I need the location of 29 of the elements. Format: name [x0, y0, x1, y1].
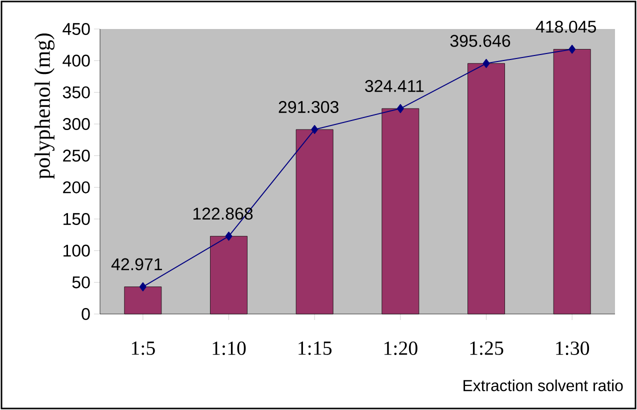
y-tick-label: 100: [64, 244, 90, 257]
point: [396, 104, 404, 114]
point: [482, 58, 490, 68]
y-tick-label: 400: [62, 54, 90, 67]
data-label: 324.411: [365, 80, 424, 92]
x-tick-label: 1:25: [470, 342, 504, 355]
y-tick-label: 200: [63, 181, 90, 194]
y-tick-label: 0: [82, 308, 90, 320]
y-tick-label: 150: [64, 213, 90, 226]
point: [311, 125, 318, 134]
y-tick-label: 350: [62, 86, 90, 98]
y-tick-label: 450: [62, 23, 90, 36]
data-label: 291.303: [278, 100, 338, 113]
point: [225, 232, 232, 241]
x-axis-title: Extraction solvent ratio: [464, 380, 623, 392]
x-tick-label: 1:15: [298, 342, 332, 355]
data-label: 42.971: [111, 258, 162, 270]
y-tick-label: 300: [62, 118, 90, 130]
x-tick-label: 1:30: [556, 342, 590, 356]
point: [139, 282, 146, 292]
x-tick-label: 1:10: [212, 342, 246, 356]
x-tick-label: 1:5: [132, 342, 155, 355]
y-tick-label: 50: [72, 276, 90, 288]
point: [568, 44, 576, 54]
y-axis-title: polyphenol (mg): [34, 33, 54, 179]
data-label: 395.646: [450, 34, 510, 47]
data-label: 418.045: [536, 20, 596, 33]
y-tick-label: 250: [63, 150, 90, 162]
x-tick-label: 1:20: [384, 342, 418, 356]
